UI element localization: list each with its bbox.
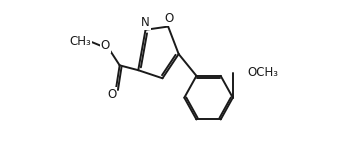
Text: O: O — [107, 88, 116, 101]
Text: OCH₃: OCH₃ — [247, 66, 278, 79]
Text: N: N — [141, 16, 150, 29]
Text: O: O — [100, 39, 110, 52]
Text: O: O — [165, 12, 174, 25]
Text: CH₃: CH₃ — [70, 35, 91, 48]
